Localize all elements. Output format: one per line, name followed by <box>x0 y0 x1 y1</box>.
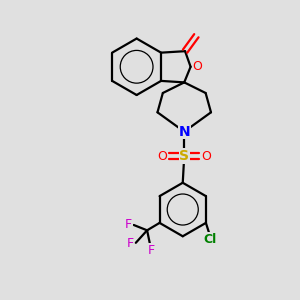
Text: N: N <box>178 124 190 139</box>
Text: Cl: Cl <box>203 233 217 246</box>
Text: O: O <box>192 60 202 73</box>
Text: F: F <box>126 237 134 250</box>
Text: S: S <box>179 149 189 163</box>
Text: F: F <box>148 244 155 257</box>
Text: O: O <box>202 149 212 163</box>
Text: O: O <box>157 149 167 163</box>
Text: F: F <box>125 218 132 231</box>
